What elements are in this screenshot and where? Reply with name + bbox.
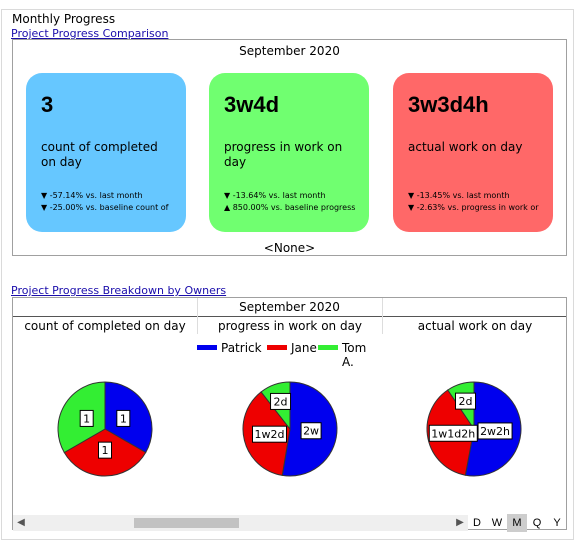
- pie-chart-progress: 2w 1w2d 2d: [242, 381, 338, 477]
- kpi-value: 3w4d: [224, 92, 280, 117]
- kpi-label: progress in work on day: [224, 140, 343, 169]
- horizontal-scrollbar[interactable]: ◀ ▶: [13, 515, 468, 531]
- breakdown-period-header: September 2020: [239, 300, 340, 314]
- project-progress-breakdown-link[interactable]: Project Progress Breakdown by Owners: [11, 284, 227, 297]
- legend-label: Patrick: [221, 341, 262, 355]
- pie-data-label: 1w1d2h: [428, 424, 478, 442]
- svg-text:2d: 2d: [274, 395, 288, 408]
- column-header-completed: count of completed on day: [24, 319, 186, 333]
- svg-text:2w2h: 2w2h: [480, 425, 510, 438]
- comparison-period-header: September 2020: [239, 44, 340, 58]
- pie-data-label: 2w: [300, 422, 322, 440]
- svg-text:1w1d2h: 1w1d2h: [431, 427, 475, 440]
- kpi-label: count of completed on day: [41, 140, 158, 169]
- pie-data-label: 1w2d: [251, 425, 287, 443]
- kpi-card-actual-work: 3w3d4h actual work on day ▼ -13.45% vs. …: [393, 73, 553, 232]
- kpi-label: actual work on day: [408, 140, 523, 154]
- kpi-stat-last-month: ▼ -13.64% vs. last month: [224, 191, 326, 200]
- kpi-stat-vs-progress: ▼ -2.63% vs. progress in work or: [408, 203, 539, 212]
- period-button-week[interactable]: W: [491, 517, 503, 529]
- scroll-right-arrow-icon[interactable]: ▶: [456, 517, 464, 528]
- kpi-stat-last-month: ▼ -13.45% vs. last month: [408, 191, 510, 200]
- legend-swatch: [318, 345, 338, 350]
- column-header-progress: progress in work on day: [217, 319, 363, 333]
- column-divider: [197, 298, 198, 334]
- column-header-actual-work: actual work on day: [417, 319, 533, 333]
- svg-text:1: 1: [83, 412, 90, 425]
- comparison-footer: <None>: [263, 241, 316, 255]
- kpi-card-progress: 3w4d progress in work on day ▼ -13.64% v…: [209, 73, 369, 232]
- column-divider: [382, 298, 383, 334]
- legend-swatch: [267, 345, 287, 350]
- period-button-month[interactable]: M: [507, 514, 527, 532]
- project-progress-comparison-link[interactable]: Project Progress Comparison: [11, 27, 169, 40]
- comparison-panel: September 2020 3 count of completed on d…: [12, 39, 567, 256]
- kpi-stat-last-month: ▼ -57.14% vs. last month: [41, 191, 143, 200]
- pie-data-label: 1: [116, 409, 131, 427]
- svg-text:1w2d: 1w2d: [255, 428, 285, 441]
- pie-data-label: 1: [79, 409, 94, 427]
- svg-text:1: 1: [120, 412, 127, 425]
- svg-text:2d: 2d: [459, 395, 473, 408]
- scrollbar-thumb[interactable]: [134, 518, 239, 528]
- period-button-year[interactable]: Y: [553, 517, 561, 529]
- kpi-stat-baseline: ▼ -25.00% vs. baseline count of: [41, 203, 169, 212]
- legend-label: Jane: [291, 341, 317, 355]
- monthly-progress-group: Monthly Progress: [1, 9, 574, 540]
- breakdown-panel: September 2020 count of completed on day…: [12, 297, 567, 530]
- legend-swatch: [197, 345, 217, 350]
- legend-label: Tom A.: [342, 341, 367, 369]
- pie-data-label: 2d: [455, 392, 477, 410]
- period-button-quarter[interactable]: Q: [532, 517, 542, 529]
- kpi-card-completed: 3 count of completed on day ▼ -57.14% vs…: [26, 73, 186, 232]
- pie-chart-completed: 1 1 1: [57, 381, 153, 477]
- svg-text:1: 1: [102, 444, 109, 457]
- group-title: Monthly Progress: [10, 12, 118, 26]
- chart-legend: Patrick Jane Tom A.: [13, 341, 566, 369]
- pie-data-label: 2d: [270, 392, 292, 410]
- kpi-value: 3w3d4h: [408, 92, 489, 117]
- kpi-value: 3: [41, 92, 54, 117]
- pie-data-label: 1: [98, 441, 112, 459]
- scroll-left-arrow-icon[interactable]: ◀: [17, 517, 25, 528]
- svg-text:2w: 2w: [303, 425, 319, 438]
- pie-data-label: 2w2h: [477, 422, 513, 440]
- pie-chart-actual-work: 2w2h 1w1d2h 2d: [426, 381, 522, 477]
- kpi-stat-baseline: ▲ 850.00% vs. baseline progress: [224, 203, 356, 212]
- header-divider: [13, 316, 566, 317]
- period-button-day[interactable]: D: [473, 517, 481, 529]
